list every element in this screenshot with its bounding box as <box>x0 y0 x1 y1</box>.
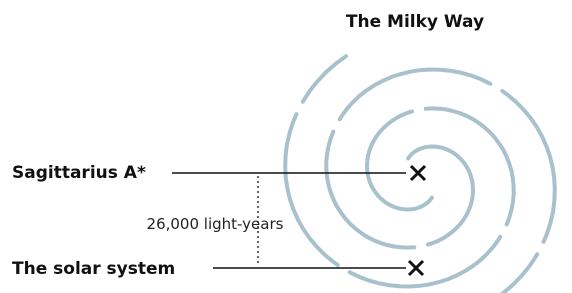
spiral-arm <box>285 56 514 286</box>
title: The Milky Way <box>346 12 484 32</box>
distance-label: 26,000 light-years <box>147 215 284 233</box>
marker <box>411 166 425 180</box>
sagittarius-label: Sagittarius A* <box>12 163 146 183</box>
marker <box>409 261 423 275</box>
spiral-arm <box>326 70 555 293</box>
solar-system-label: The solar system <box>12 259 175 279</box>
diagram: The Milky Way Sagittarius A* The solar s… <box>0 0 572 293</box>
